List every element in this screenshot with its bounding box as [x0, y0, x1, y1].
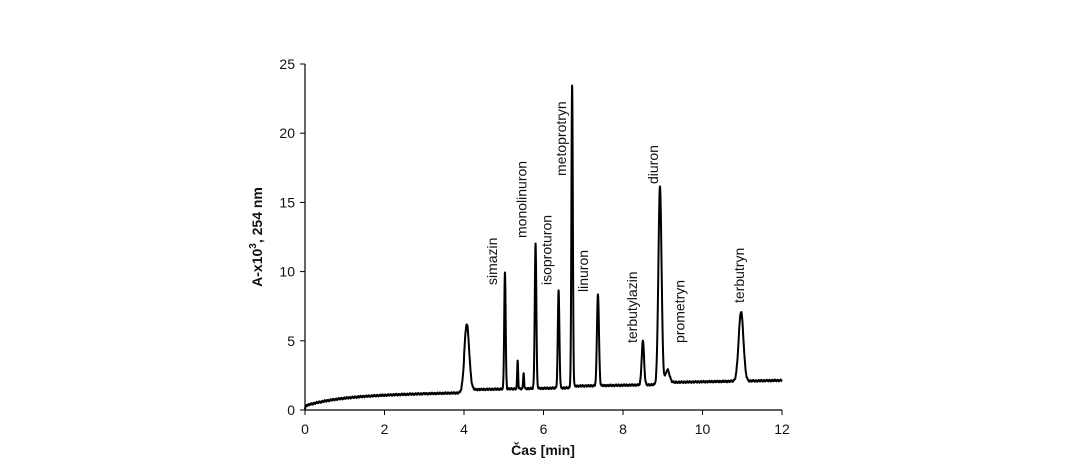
x-tick-label: 4: [460, 421, 468, 437]
peak-label-monolinuron: monolinuron: [514, 161, 530, 238]
x-tick-label: 8: [619, 421, 627, 437]
peak-label-isoproturon: isoproturon: [539, 215, 555, 285]
y-axis-title-superscript: 3: [248, 243, 259, 249]
peak-label-linuron: linuron: [575, 250, 591, 292]
peak-label-metoprotryn: metoprotryn: [553, 101, 569, 176]
y-axis-title-tail: , 254 nm: [249, 187, 265, 243]
peak-label-simazin: simazin: [484, 238, 500, 285]
x-axis-title: Čas [min]: [511, 441, 575, 458]
x-tick-label: 10: [695, 421, 711, 437]
y-tick-label: 15: [279, 194, 295, 210]
chromatogram-trace: [304, 84, 783, 410]
y-tick-label: 20: [279, 125, 295, 141]
trace-layer: [304, 84, 783, 410]
y-tick-label: 0: [287, 402, 295, 418]
y-tick-label: 10: [279, 264, 295, 280]
x-tick-label: 0: [301, 421, 309, 437]
x-tick-label: 12: [774, 421, 790, 437]
x-tick-label: 6: [540, 421, 548, 437]
y-axis-title-main: A-x10: [249, 249, 265, 287]
y-tick-label: 5: [287, 333, 295, 349]
axes: 0 5 10 15 20 25 0 2 4 6 8 10 12: [279, 56, 790, 437]
y-axis-title: A-x103, 254 nm: [248, 187, 265, 287]
x-tick-label: 2: [381, 421, 389, 437]
peak-label-terbutylazin: terbutylazin: [624, 271, 640, 343]
y-tick-label: 25: [279, 56, 295, 72]
peak-label-prometryn: prometryn: [672, 280, 688, 343]
peak-labels: simazin monolinuron isoproturon metoprotryn…: [484, 101, 747, 343]
peak-label-diuron: diuron: [645, 145, 661, 184]
peak-label-terbutryn: terbutryn: [731, 248, 747, 303]
